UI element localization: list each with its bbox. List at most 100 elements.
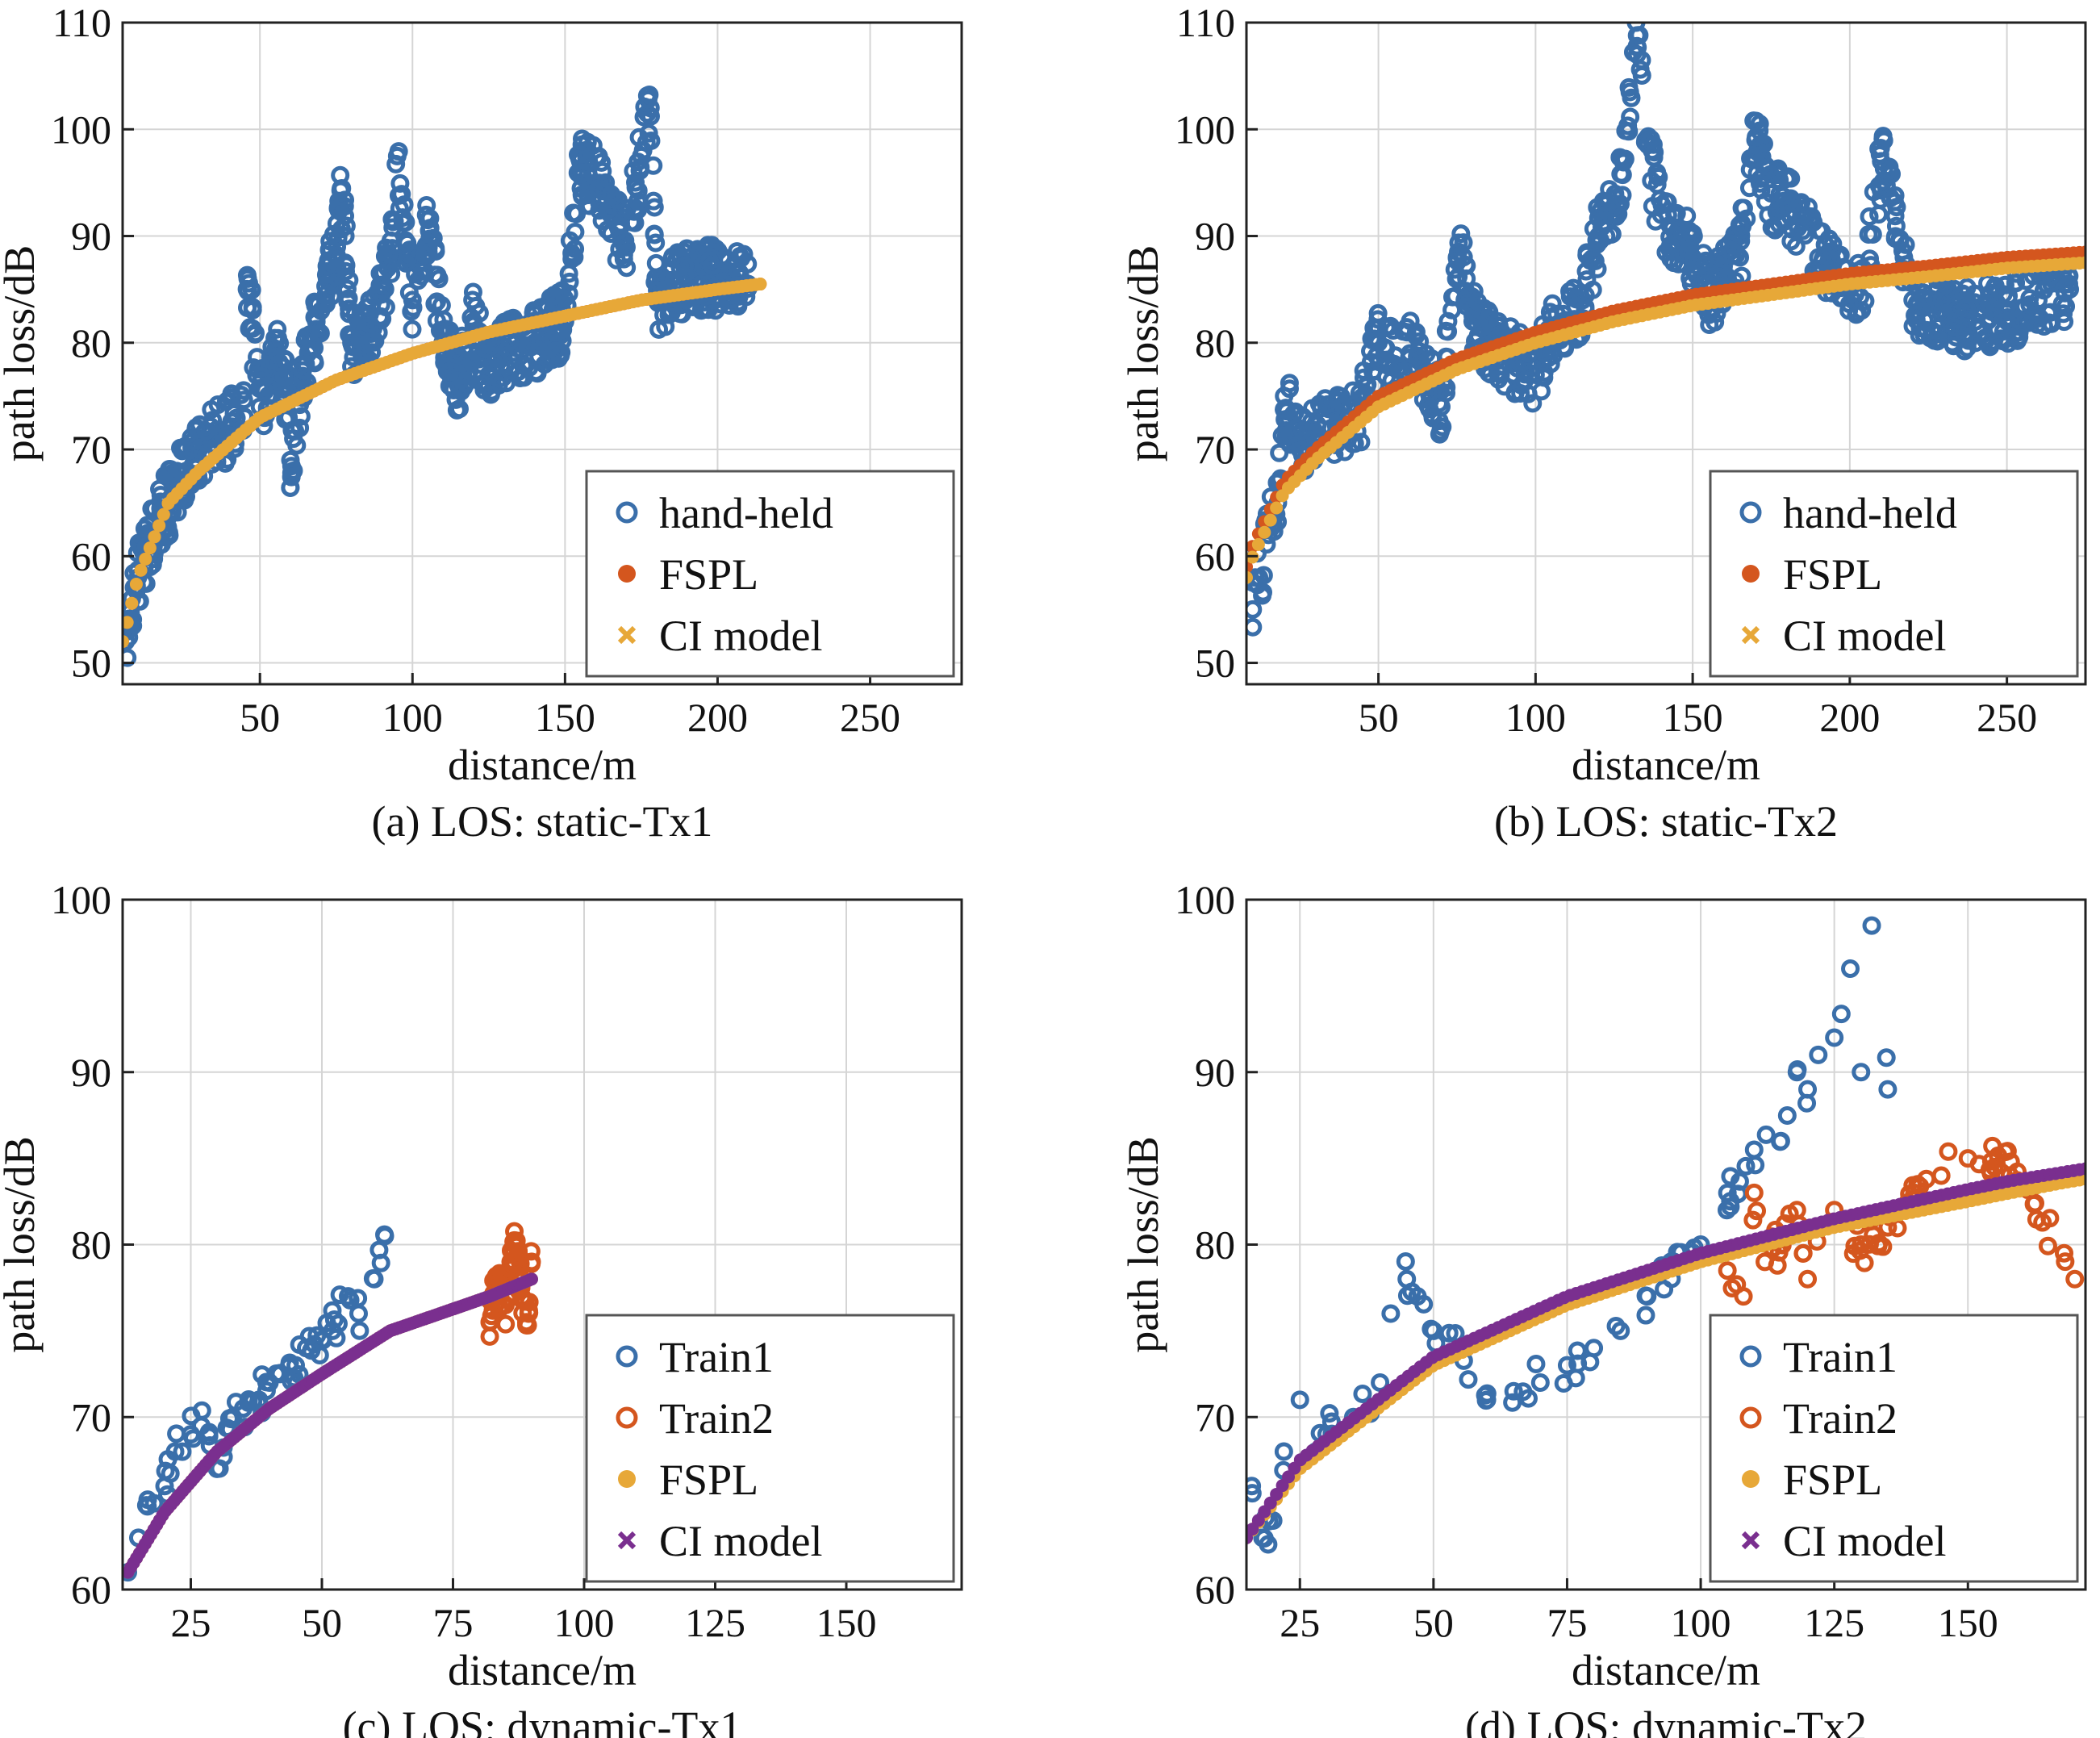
data-point bbox=[1488, 370, 1508, 389]
panel-caption: (c) LOS: dynamic-Tx1 bbox=[343, 1702, 742, 1738]
data-point bbox=[243, 298, 262, 317]
data-point bbox=[324, 1310, 344, 1330]
data-point bbox=[274, 368, 294, 387]
x-axis-label: distance/m bbox=[448, 1646, 637, 1694]
data-point bbox=[329, 201, 349, 220]
model-point bbox=[157, 508, 170, 521]
legend-marker-circle bbox=[616, 501, 638, 524]
data-point bbox=[1619, 77, 1639, 97]
data-point bbox=[662, 260, 682, 279]
data-point bbox=[1744, 1140, 1764, 1159]
legend: hand-held FSPL CI model bbox=[1709, 470, 2079, 678]
data-point bbox=[395, 195, 414, 215]
data-point bbox=[1438, 322, 1458, 341]
data-point bbox=[1718, 1261, 1737, 1281]
data-point bbox=[186, 420, 206, 440]
data-point bbox=[610, 221, 629, 240]
data-point bbox=[1557, 1356, 1576, 1375]
data-point bbox=[2038, 1236, 2057, 1255]
legend: Train1 Train2 FSPL CI model bbox=[585, 1314, 955, 1583]
y-axis-label: path loss/dB bbox=[1119, 245, 1167, 462]
data-point bbox=[268, 320, 287, 339]
data-point bbox=[447, 400, 466, 420]
data-point bbox=[1381, 1304, 1401, 1323]
data-point bbox=[1618, 116, 1638, 136]
y-tick-label: 80 bbox=[71, 320, 111, 366]
model-point bbox=[2079, 256, 2085, 269]
data-point bbox=[2017, 271, 2036, 290]
data-point bbox=[403, 320, 422, 339]
data-point bbox=[156, 1461, 175, 1481]
data-point bbox=[1888, 1218, 1907, 1238]
data-point bbox=[544, 330, 563, 349]
data-point bbox=[1981, 337, 2000, 357]
y-tick-label: 80 bbox=[71, 1222, 111, 1268]
x-tick-label: 50 bbox=[240, 695, 280, 740]
data-point bbox=[1721, 1167, 1740, 1186]
data-point bbox=[564, 203, 583, 223]
legend-marker-x bbox=[617, 625, 637, 645]
x-axis-label: distance/m bbox=[1572, 741, 1760, 789]
data-point bbox=[308, 295, 328, 314]
data-point bbox=[638, 90, 658, 109]
y-tick-label: 50 bbox=[71, 641, 111, 686]
data-point bbox=[1613, 186, 1632, 205]
data-point bbox=[1526, 1354, 1546, 1373]
legend-label: hand-held bbox=[1783, 489, 1957, 537]
data-point bbox=[1439, 1323, 1459, 1343]
legend-marker-dot bbox=[1742, 565, 1760, 583]
data-point bbox=[299, 1326, 319, 1346]
data-point bbox=[364, 332, 383, 352]
legend-label: FSPL bbox=[1783, 1456, 1882, 1504]
data-point bbox=[1906, 305, 1926, 324]
data-point bbox=[1862, 916, 1881, 935]
x-tick-label: 50 bbox=[1413, 1600, 1454, 1645]
data-point bbox=[1504, 1381, 1523, 1401]
data-point bbox=[1793, 1244, 1813, 1264]
data-point bbox=[208, 395, 228, 415]
data-point bbox=[330, 1285, 349, 1305]
data-point bbox=[257, 1381, 276, 1401]
data-point bbox=[383, 212, 403, 232]
data-point bbox=[372, 275, 391, 295]
y-tick-label: 80 bbox=[1195, 1222, 1235, 1268]
plot-area bbox=[1246, 23, 2085, 637]
data-point bbox=[1456, 255, 1476, 274]
data-point bbox=[560, 231, 579, 250]
y-axis-label: path loss/dB bbox=[0, 1136, 44, 1353]
data-point bbox=[1290, 1390, 1309, 1410]
data-point bbox=[1727, 1275, 1747, 1294]
data-point bbox=[1658, 206, 1677, 225]
model-point bbox=[148, 530, 161, 544]
data-point bbox=[340, 299, 359, 319]
legend-marker-circle bbox=[616, 1406, 638, 1429]
data-point bbox=[718, 261, 737, 281]
data-point bbox=[196, 421, 215, 441]
data-point bbox=[481, 385, 500, 404]
legend-label: Train2 bbox=[1783, 1394, 1898, 1443]
data-point bbox=[624, 161, 643, 181]
data-point bbox=[223, 412, 242, 432]
data-point bbox=[1568, 1341, 1587, 1360]
data-point bbox=[2027, 1209, 2046, 1229]
data-point bbox=[1765, 220, 1785, 240]
data-point bbox=[1822, 250, 1841, 269]
x-tick-label: 200 bbox=[1819, 695, 1880, 740]
data-point bbox=[136, 1496, 156, 1515]
data-point bbox=[1802, 207, 1822, 227]
y-tick-label: 90 bbox=[1195, 214, 1235, 259]
x-tick-label: 100 bbox=[554, 1600, 615, 1645]
legend-label: CI model bbox=[659, 612, 822, 660]
data-point bbox=[634, 107, 653, 127]
data-point bbox=[370, 307, 390, 327]
data-point bbox=[457, 374, 476, 393]
data-point bbox=[1636, 1306, 1655, 1325]
data-point bbox=[123, 648, 137, 667]
plot-frame bbox=[1245, 21, 2087, 686]
data-point bbox=[1831, 1005, 1851, 1024]
data-point bbox=[1576, 261, 1596, 281]
data-point bbox=[612, 230, 631, 249]
legend-marker-circle bbox=[1739, 501, 1762, 524]
x-tick-label: 100 bbox=[1505, 695, 1566, 740]
data-point bbox=[1433, 417, 1452, 437]
